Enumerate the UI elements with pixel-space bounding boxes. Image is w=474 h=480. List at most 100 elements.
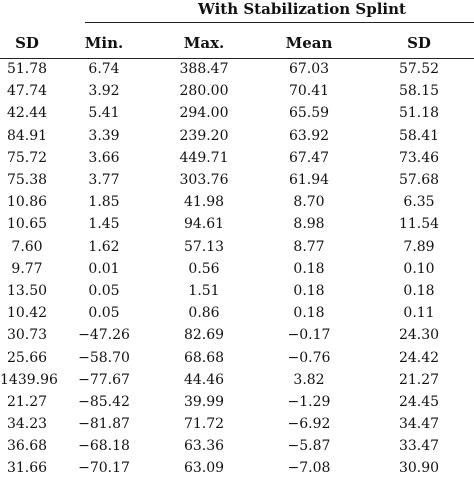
table-row: 9.77 0.01 0.56 0.18 0.10 [0,258,474,280]
header-bottom-rule [0,58,474,59]
cell-sd-right: 21.27 [398,371,440,388]
cell-sd-left: 36.68 [6,438,48,455]
table-row: 75.38 3.77 303.76 61.94 57.68 [0,169,474,191]
cell-mean: −0.17 [287,327,331,344]
cell-mean: 61.94 [288,172,330,189]
cell-sd-right: 51.18 [398,105,440,122]
cell-sd-right: 11.54 [398,216,440,233]
cell-min: 0.05 [88,282,120,299]
cell-sd-left: 21.27 [6,393,48,410]
cell-sd-right: 34.47 [398,416,440,433]
cell-sd-left: 10.42 [6,305,48,322]
cell-min: −70.17 [78,460,130,477]
cell-mean: −1.29 [287,393,331,410]
cell-sd-right: 0.18 [403,282,435,299]
table-row: 36.68 −68.18 63.36 −5.87 33.47 [0,435,474,457]
cell-min: 6.74 [88,61,120,78]
cell-sd-left: 7.60 [11,238,43,255]
cell-sd-left: 1439.96 [0,371,58,388]
cell-max: 303.76 [179,172,229,189]
cell-mean: 0.18 [293,305,325,322]
cell-min: 3.39 [88,127,120,144]
cell-max: 71.72 [183,416,225,433]
cell-min: 0.05 [88,305,120,322]
cell-sd-right: 57.68 [398,172,440,189]
cell-max: 94.61 [183,216,225,233]
cell-mean: 3.82 [293,371,325,388]
table-head: SD Min. Max. Mean SD [0,28,474,58]
column-header-mean: Mean [285,34,333,52]
column-header-sd-right: SD [407,34,431,52]
cell-mean: 8.77 [293,238,325,255]
cell-sd-right: 73.46 [398,149,440,166]
cell-mean: −5.87 [287,438,331,455]
table-body: 51.78 6.74 388.47 67.03 57.52 47.74 3.92 280.00… [0,58,474,480]
column-header-sd-left: SD [15,34,39,52]
cell-sd-left: 30.73 [6,327,48,344]
cell-max: 68.68 [183,349,225,366]
cell-sd-right: 7.89 [403,238,435,255]
cell-sd-left: 47.74 [6,83,48,100]
cell-max: 0.56 [188,260,220,277]
cell-max: 1.51 [188,282,220,299]
cell-mean: −0.76 [287,349,331,366]
table-row: 34.23 −81.87 71.72 −6.92 34.47 [0,413,474,435]
cell-max: 449.71 [179,149,229,166]
table-row: 31.66 −70.17 63.09 −7.08 30.90 [0,457,474,479]
table-row: 75.72 3.66 449.71 67.47 73.46 [0,147,474,169]
cell-sd-left: 10.86 [6,194,48,211]
column-header-max: Max. [183,34,225,52]
cell-min: 5.41 [88,105,120,122]
cell-max: 41.98 [183,194,225,211]
table-row: 10.65 1.45 94.61 8.98 11.54 [0,213,474,235]
table-row: 25.66 −58.70 68.68 −0.76 24.42 [0,346,474,368]
cell-sd-left: 9.77 [11,260,43,277]
cell-sd-left: 75.72 [6,149,48,166]
cell-mean: −6.92 [287,416,331,433]
cell-max: 63.36 [183,438,225,455]
table-row: 13.50 0.05 1.51 0.18 0.18 [0,280,474,302]
cell-sd-right: 24.30 [398,327,440,344]
cell-mean: 0.18 [293,282,325,299]
cell-min: −81.87 [78,416,130,433]
cell-mean: 67.47 [288,149,330,166]
cell-sd-right: 24.45 [398,393,440,410]
cell-sd-right: 30.90 [398,460,440,477]
table-row: 10.86 1.85 41.98 8.70 6.35 [0,191,474,213]
cell-sd-left: 75.38 [6,172,48,189]
cell-mean: 70.41 [288,83,330,100]
cell-min: 0.01 [88,260,120,277]
cell-sd-right: 24.42 [398,349,440,366]
cell-min: −47.26 [78,327,130,344]
cell-min: −85.42 [78,393,130,410]
header-row: SD Min. Max. Mean SD [0,28,474,58]
cell-mean: −7.08 [287,460,331,477]
table-row: 1439.96 −77.67 44.46 3.82 21.27 [0,369,474,391]
cell-sd-left: 42.44 [6,105,48,122]
cell-max: 239.20 [179,127,229,144]
cell-min: 1.45 [88,216,120,233]
cell-min: 1.85 [88,194,120,211]
column-header-min: Min. [84,34,124,52]
cell-max: 39.99 [183,393,225,410]
table-row: 21.27 −85.42 39.99 −1.29 24.45 [0,391,474,413]
cell-min: 3.92 [88,83,120,100]
cell-max: 63.09 [183,460,225,477]
cell-sd-left: 10.65 [6,216,48,233]
cell-max: 44.46 [183,371,225,388]
cell-sd-left: 13.50 [6,282,48,299]
cell-max: 82.69 [183,327,225,344]
cell-max: 294.00 [179,105,229,122]
cell-max: 57.13 [183,238,225,255]
cell-sd-left: 25.66 [6,349,48,366]
cell-mean: 8.70 [293,194,325,211]
table-row: 7.60 1.62 57.13 8.77 7.89 [0,236,474,258]
cell-sd-right: 57.52 [398,61,440,78]
cell-min: 1.62 [88,238,120,255]
table-row: 42.44 5.41 294.00 65.59 51.18 [0,102,474,124]
group-header-rule [85,22,474,23]
cell-sd-right: 58.15 [398,83,440,100]
data-table: SD Min. Max. Mean SD 51.78 6.74 388.47 67.0… [0,28,474,480]
cell-sd-right: 6.35 [403,194,435,211]
table-row: 30.73 −47.26 82.69 −0.17 24.30 [0,324,474,346]
